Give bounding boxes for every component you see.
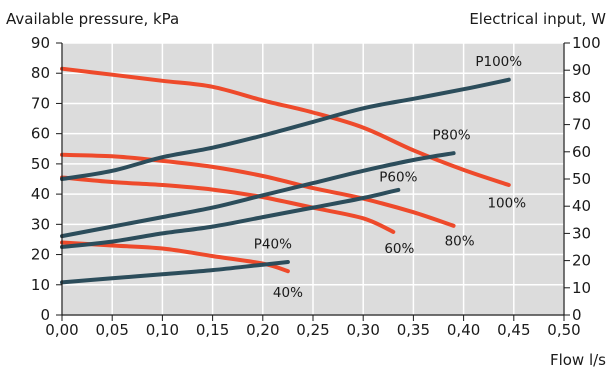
right-tick-label: 10	[572, 279, 591, 297]
left-tick-label: 80	[31, 64, 50, 82]
series-label-60: 60%	[384, 241, 414, 257]
pressure-curve-60	[60, 175, 396, 234]
x-tick-label: 0,20	[246, 321, 279, 339]
x-tick-label: 0,25	[296, 321, 329, 339]
series-label-40: 40%	[273, 285, 303, 301]
pressure-curve-100	[60, 66, 511, 187]
right-tick-label: 0	[572, 306, 582, 324]
x-tick-label: 0,00	[45, 321, 78, 339]
x-axis-title: Flow l/s	[550, 351, 606, 369]
right-tick-label: 40	[572, 197, 591, 215]
left-tick-label: 30	[31, 215, 50, 233]
right-tick-label: 80	[572, 88, 591, 106]
x-tick-label: 0,15	[196, 321, 229, 339]
series-label-p80: P80%	[432, 128, 470, 144]
series-label-p60: P60%	[379, 170, 417, 186]
left-tick-label: 0	[40, 306, 50, 324]
series-label-p40: P40%	[254, 236, 292, 252]
right-tick-label: 100	[572, 34, 601, 52]
x-tick-label: 0,05	[95, 321, 128, 339]
x-tick-label: 0,35	[397, 321, 430, 339]
left-tick-label: 70	[31, 94, 50, 112]
right-tick-label: 30	[572, 224, 591, 242]
left-tick-label: 50	[31, 155, 50, 173]
right-tick-label: 20	[572, 252, 591, 270]
series-label-100: 100%	[487, 196, 526, 212]
x-tick-label: 0,40	[447, 321, 480, 339]
x-tick-label: 0,10	[146, 321, 179, 339]
pressure-curve-80	[60, 152, 456, 228]
left-tick-label: 20	[31, 246, 50, 264]
series-label-80: 80%	[445, 233, 475, 249]
left-tick-label: 60	[31, 125, 50, 143]
power-curve-p100	[60, 77, 511, 181]
right-axis-title: Electrical input, W	[469, 10, 606, 28]
x-tick-label: 0,45	[497, 321, 530, 339]
left-tick-label: 90	[31, 34, 50, 52]
right-tick-label: 50	[572, 170, 591, 188]
power-curve-p40	[60, 260, 290, 285]
right-tick-label: 60	[572, 143, 591, 161]
left-tick-label: 40	[31, 185, 50, 203]
power-curve-p80	[60, 151, 456, 239]
series-label-p100: P100%	[475, 54, 522, 70]
left-axis-title: Available pressure, kPa	[6, 10, 179, 28]
power-curve-p60	[60, 187, 401, 249]
left-tick-label: 10	[31, 276, 50, 294]
right-tick-label: 70	[572, 116, 591, 134]
x-tick-label: 0,50	[547, 321, 580, 339]
right-tick-label: 90	[572, 61, 591, 79]
x-tick-label: 0,30	[346, 321, 379, 339]
